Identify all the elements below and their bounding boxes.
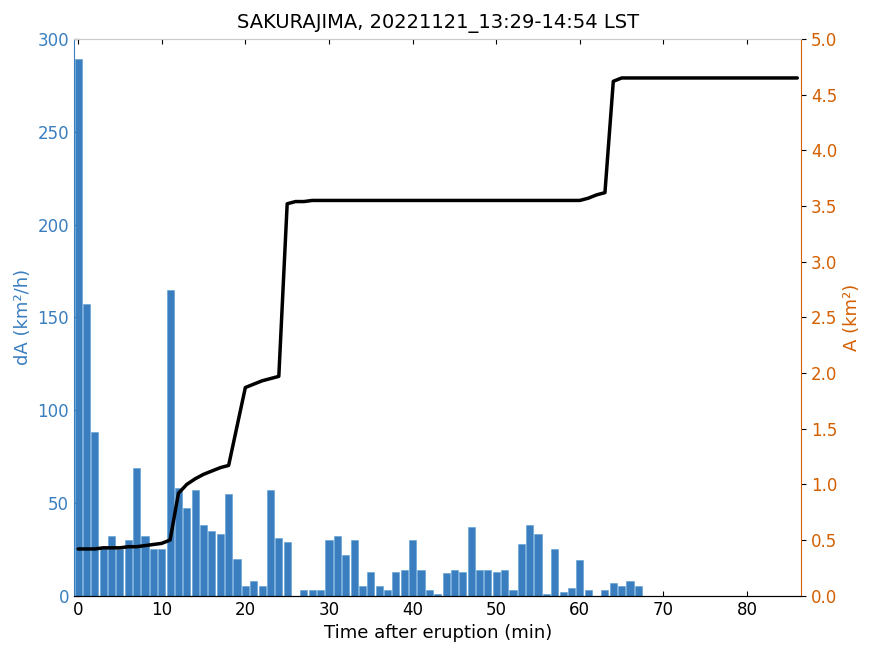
Bar xyxy=(142,537,149,596)
Bar xyxy=(584,590,592,596)
Bar xyxy=(217,535,224,596)
Bar xyxy=(375,586,382,596)
Bar xyxy=(426,590,433,596)
Bar xyxy=(434,594,441,596)
Bar xyxy=(577,560,584,596)
Bar xyxy=(309,590,316,596)
Bar xyxy=(300,590,307,596)
Bar xyxy=(368,571,374,596)
Bar xyxy=(317,590,324,596)
Bar xyxy=(83,304,90,596)
Bar xyxy=(267,490,274,596)
Bar xyxy=(175,488,182,596)
Bar xyxy=(601,590,608,596)
Bar xyxy=(108,537,116,596)
Bar xyxy=(618,586,626,596)
Bar xyxy=(610,583,617,596)
Bar xyxy=(384,590,391,596)
Bar xyxy=(409,540,416,596)
Bar xyxy=(626,581,634,596)
Bar xyxy=(526,525,533,596)
Bar xyxy=(542,594,550,596)
Bar xyxy=(342,555,349,596)
Bar xyxy=(225,493,232,596)
Bar xyxy=(560,592,567,596)
Bar xyxy=(192,490,199,596)
Bar xyxy=(133,468,140,596)
Bar xyxy=(351,540,358,596)
Bar xyxy=(568,588,575,596)
Bar xyxy=(509,590,516,596)
Bar xyxy=(535,535,542,596)
Bar xyxy=(401,569,408,596)
Bar xyxy=(551,549,558,596)
Bar xyxy=(125,540,132,596)
Bar xyxy=(242,586,248,596)
Bar xyxy=(74,60,81,596)
Bar xyxy=(459,571,466,596)
Y-axis label: A (km²): A (km²) xyxy=(844,284,861,351)
Bar xyxy=(417,569,424,596)
Bar xyxy=(250,581,257,596)
Bar xyxy=(200,525,207,596)
X-axis label: Time after eruption (min): Time after eruption (min) xyxy=(324,624,552,642)
Bar xyxy=(392,571,399,596)
Bar xyxy=(333,537,341,596)
Y-axis label: dA (km²/h): dA (km²/h) xyxy=(14,269,31,365)
Bar xyxy=(451,569,458,596)
Bar xyxy=(208,531,215,596)
Bar xyxy=(501,569,508,596)
Bar xyxy=(635,586,642,596)
Bar xyxy=(166,289,173,596)
Bar xyxy=(276,538,283,596)
Bar xyxy=(116,549,123,596)
Bar xyxy=(234,558,241,596)
Bar xyxy=(467,527,475,596)
Bar xyxy=(150,549,157,596)
Bar xyxy=(183,508,191,596)
Bar xyxy=(443,573,450,596)
Bar xyxy=(100,548,107,596)
Bar xyxy=(326,540,332,596)
Bar xyxy=(485,569,492,596)
Bar xyxy=(91,432,98,596)
Bar xyxy=(493,571,500,596)
Bar xyxy=(518,544,525,596)
Title: SAKURAJIMA, 20221121_13:29-14:54 LST: SAKURAJIMA, 20221121_13:29-14:54 LST xyxy=(236,14,639,33)
Bar xyxy=(359,586,366,596)
Bar xyxy=(258,586,266,596)
Bar xyxy=(476,569,483,596)
Bar xyxy=(158,549,165,596)
Bar xyxy=(284,542,290,596)
